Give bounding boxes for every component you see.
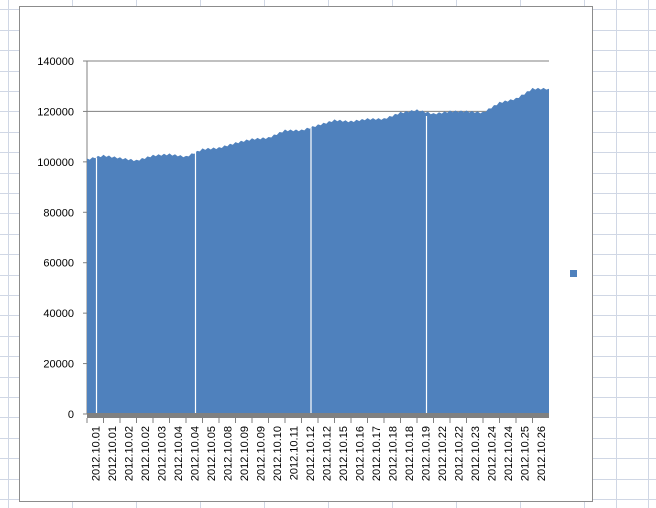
x-tick-label: 2012.10.03 <box>156 426 168 481</box>
x-tick-label: 2012.10.01 <box>107 426 119 481</box>
x-tick-label: 2012.10.04 <box>173 426 185 481</box>
x-tick-label: 2012.10.25 <box>519 426 531 481</box>
chart-area[interactable]: 0 20000 40000 60000 80000 100000 120000 140000 2… <box>19 6 593 502</box>
y-tick-label: 120000 <box>37 106 74 118</box>
x-tick-label: 2012.10.09 <box>239 426 251 481</box>
y-tick-label: 20000 <box>43 359 74 371</box>
x-tick-label: 2012.10.18 <box>387 426 399 481</box>
area-chart: 0 20000 40000 60000 80000 100000 120000 140000 2… <box>37 56 577 481</box>
x-axis-band <box>87 413 549 418</box>
x-tick-label: 2012.10.12 <box>305 426 317 481</box>
x-tick-label: 2012.10.24 <box>486 426 498 481</box>
x-tick-label: 2012.10.08 <box>222 426 234 481</box>
x-tick-label: 2012.10.01 <box>90 426 102 481</box>
x-tick-label: 2012.10.16 <box>354 426 366 481</box>
x-tick-label: 2012.10.11 <box>288 426 300 480</box>
x-tick-label: 2012.10.10 <box>272 426 284 481</box>
x-tick-label: 2012.10.09 <box>255 426 267 481</box>
x-tick-label: 2012.10.05 <box>206 426 218 481</box>
x-tick-label: 2012.10.24 <box>503 426 515 481</box>
x-tick-label: 2012.10.22 <box>453 426 465 481</box>
x-tick-label: 2012.10.02 <box>140 426 152 481</box>
x-tick-label: 2012.10.04 <box>189 426 201 481</box>
x-tick-label: 2012.10.15 <box>338 426 350 481</box>
x-tick-label: 2012.10.02 <box>123 426 135 481</box>
y-tick-label: 60000 <box>43 258 74 270</box>
x-tick-label: 2012.10.23 <box>470 426 482 481</box>
x-tick-label: 2012.10.22 <box>437 426 449 481</box>
y-tick-label: 100000 <box>37 157 74 169</box>
y-tick-label: 80000 <box>43 207 74 219</box>
x-tick-label: 2012.10.12 <box>321 426 333 481</box>
x-tick-label: 2012.10.26 <box>536 426 548 481</box>
y-tick-label: 40000 <box>43 308 74 320</box>
x-tick-label: 2012.10.18 <box>404 426 416 481</box>
y-tick-label: 0 <box>68 409 74 421</box>
legend-marker[interactable] <box>570 270 577 277</box>
y-tick-label: 140000 <box>37 56 74 68</box>
x-tick-label: 2012.10.19 <box>420 426 432 481</box>
series-area <box>87 87 549 415</box>
x-tick-label: 2012.10.17 <box>371 426 383 481</box>
